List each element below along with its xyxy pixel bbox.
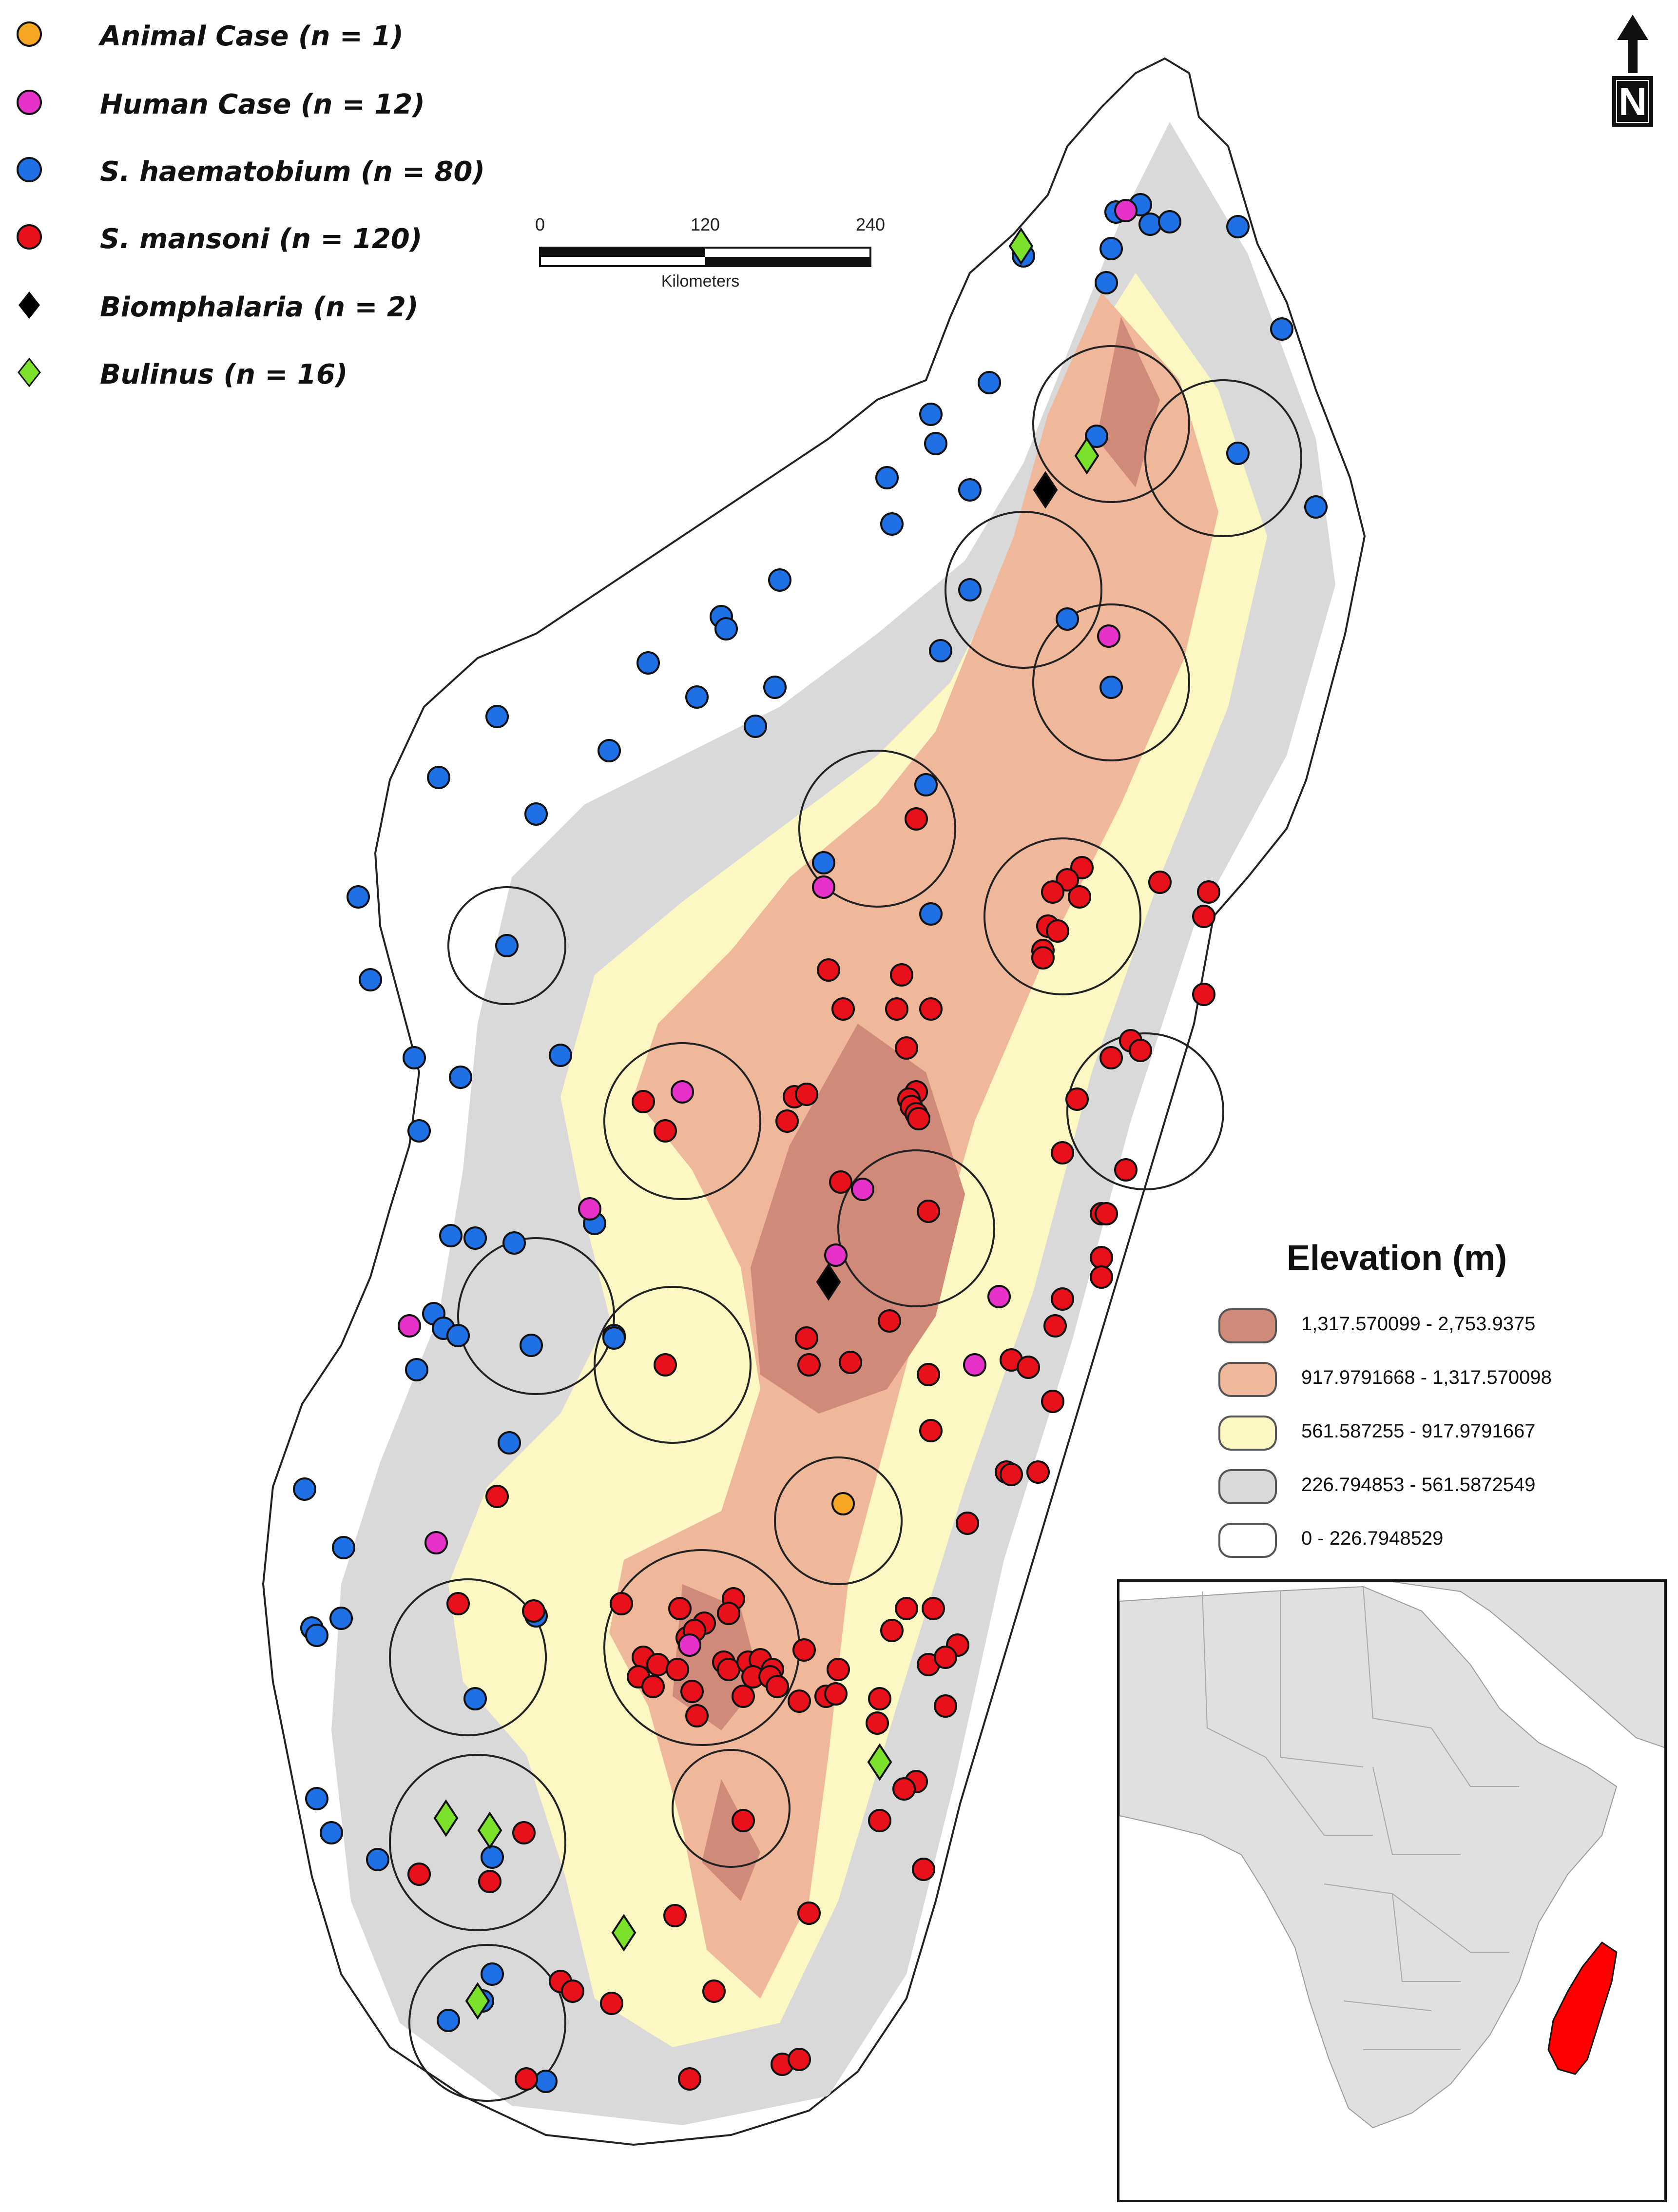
biomphalaria-sites (816, 471, 1058, 1301)
elevation-swatch (1218, 1469, 1277, 1504)
elevation-swatch (1218, 1416, 1277, 1451)
legend-label: Bulinus (n = 16) (100, 359, 348, 390)
elevation-class: 226.794853 - 561.5872549 (1218, 1462, 1657, 1511)
elevation-label: 917.9791668 - 1,317.570098 (1301, 1367, 1552, 1388)
elevation-label: 1,317.570099 - 2,753.9375 (1301, 1313, 1536, 1335)
scale-bar: 0 120 240 Kilometers (531, 214, 892, 292)
elevation-swatch (1218, 1362, 1277, 1397)
haematobium-sites (293, 193, 1328, 2093)
green-diamond-icon (18, 358, 41, 387)
legend-item-mansoni: S. mansoni (n = 120) (10, 213, 487, 261)
north-label: N (1619, 80, 1647, 123)
elevation-label: 0 - 226.7948529 (1301, 1528, 1444, 1549)
animal-case-sites (831, 1492, 855, 1515)
bulinus-sites (433, 227, 1099, 2020)
black-diamond-icon (19, 291, 40, 319)
elevation-swatch (1218, 1523, 1277, 1558)
madagascar-highlight (1547, 1941, 1618, 2075)
elevation-class: 561.587255 - 917.9791667 (1218, 1409, 1657, 1457)
scale-tick-label: 120 (690, 214, 720, 234)
elevation-swatch (1218, 1308, 1277, 1343)
scale-tick-label: 0 (535, 214, 545, 234)
legend-label: S. mansoni (n = 120) (100, 223, 423, 255)
legend-label: Biomphalaria (n = 2) (100, 291, 419, 323)
elevation-legend-title: Elevation (m) (1287, 1239, 1507, 1278)
red-dot-icon (17, 224, 42, 250)
human-case-sites (398, 199, 1138, 1657)
site-markers (293, 193, 1328, 2093)
legend-item-human-case: Human Case (n = 12) (10, 78, 487, 127)
elevation-label: 561.587255 - 917.9791667 (1301, 1420, 1536, 1442)
legend-item-animal-case: Animal Case (n = 1) (10, 10, 487, 58)
elevation-class: 1,317.570099 - 2,753.9375 (1218, 1301, 1657, 1350)
north-arrow-icon (1612, 15, 1653, 127)
legend-label: S. haematobium (n = 80) (100, 156, 485, 188)
legend-label: Human Case (n = 12) (100, 89, 425, 120)
elevation-class: 0 - 226.7948529 (1218, 1516, 1657, 1565)
legend-item-haematobium: S. haematobium (n = 80) (10, 145, 487, 194)
africa-locator-map-icon (1119, 1582, 1664, 2129)
elevation-class: 917.9791668 - 1,317.570098 (1218, 1355, 1657, 1404)
legend-item-bulinus: Bulinus (n = 16) (10, 348, 487, 397)
scale-units-label: Kilometers (661, 272, 740, 291)
orange-dot-icon (17, 21, 42, 47)
north-arrow: N (1608, 15, 1657, 127)
scale-bar-graphic (539, 247, 871, 267)
mansoni-sites (407, 807, 1220, 2091)
africa-inset-map (1117, 1579, 1667, 2202)
magenta-dot-icon (17, 90, 42, 115)
blue-dot-icon (17, 157, 42, 182)
elevation-legend: Elevation (m) 1,317.570099 - 2,753.9375 … (1218, 1238, 1657, 1570)
scale-tick-label: 240 (855, 214, 886, 234)
legend-label: Animal Case (n = 1) (100, 20, 404, 52)
elevation-label: 226.794853 - 561.5872549 (1301, 1474, 1536, 1495)
legend-item-biomphalaria: Biomphalaria (n = 2) (10, 281, 487, 330)
